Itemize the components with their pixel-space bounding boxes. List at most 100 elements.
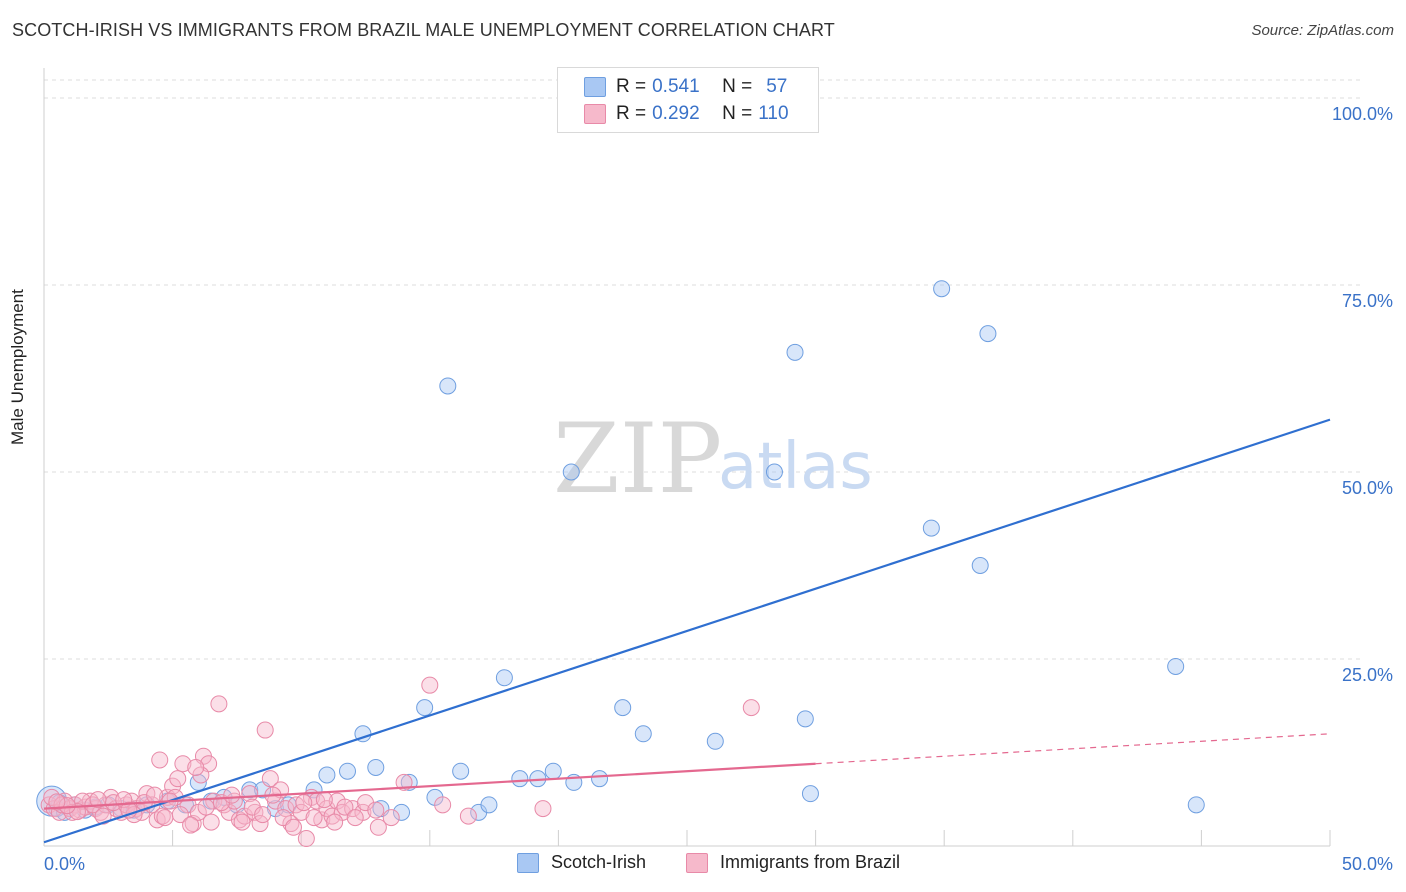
y-tick-label: 75.0% [1342,291,1393,311]
y-tick-label: 100.0% [1332,104,1393,124]
scotch-irish-point [338,762,356,780]
brazil-trend-line [43,762,816,810]
y-tick-labels: 25.0% 50.0% 75.0% 100.0% [1332,104,1393,685]
brazil-point [58,797,76,815]
brazil-point [326,813,344,831]
brazil-point [295,794,313,812]
legend-r-label: R = [616,103,647,124]
brazil-point [292,803,310,821]
x-tick-label: 50.0% [1342,854,1393,874]
legend-item-scotch-irish: Scotch-Irish [517,852,646,873]
scotch-irish-point [801,785,819,803]
legend-r-value: 0.292 [652,103,700,124]
brazil-point [434,796,452,814]
brazil-point [223,786,241,804]
brazil-point [367,801,385,819]
legend-label-brazil: Immigrants from Brazil [720,852,901,872]
brazil-point [171,806,189,824]
legend-n-label: N = [722,103,753,124]
scotch-irish-point [1167,657,1185,675]
x-tick-label: 0.0% [44,854,85,874]
brazil-point [153,807,171,825]
legend-swatch-pink [584,104,606,124]
scotch-irish-point [614,699,632,717]
series-legend: Scotch-Irish Immigrants from Brazil [0,851,1406,879]
scotch-irish-point [544,762,562,780]
brazil-point [146,786,164,804]
scotch-irish-point [1187,796,1205,814]
legend-item-brazil: Immigrants from Brazil [686,852,900,873]
brazil-point [169,770,187,788]
legend-r-value: 0.541 [652,76,700,97]
scotch-irish-point [765,463,783,481]
scotch-irish-point [786,343,804,361]
legend-r-label: R = [616,76,647,97]
legend-n-value: 110 [758,103,789,124]
brazil-point [197,798,215,816]
brazil-point [284,818,302,836]
legend-swatch-scotch-irish [517,852,539,873]
brazil-point [534,800,552,818]
scotch-irish-point [241,781,259,799]
gridlines [44,79,1364,660]
legend-row-brazil: R = 0.292 N = 110 [584,101,789,127]
watermark: ZIP atlas [553,403,873,515]
brazil-point [187,758,205,776]
brazil-point [336,798,354,816]
brazil-point [94,807,112,825]
legend-row-scotch-irish: R = 0.541 N = 57 [584,74,787,100]
brazil-point [89,791,107,809]
scotch-irish-point [452,762,470,780]
brazil-point [156,809,174,827]
axes [43,68,1331,847]
brazil-point [382,809,400,827]
brazil-point [151,751,169,769]
scotch-irish-point [634,725,652,743]
legend-n-value: 57 [766,76,788,97]
trend-lines [43,418,1331,844]
scotch-irish-point [511,770,529,788]
brazil-point [315,791,333,809]
scotch-irish-point [393,803,411,821]
correlation-legend: R = 0.541 N = 57 R = 0.292 N = 110 [557,67,819,133]
chart-title: SCOTCH-IRISH VS IMMIGRANTS FROM BRAZIL M… [12,20,835,40]
x-tick-labels: 0.0% 50.0% [44,854,1393,874]
scotch-irish-trend-line [43,418,1331,844]
source-label: Source: ZipAtlas.com [1251,22,1394,39]
brazil-point [202,813,220,831]
brazil-point [210,695,228,713]
brazil-point [233,813,251,831]
watermark-zip: ZIP [553,403,722,515]
brazil-point [256,721,274,739]
legend-swatch-blue [584,77,606,97]
scotch-irish-point [367,758,385,776]
brazil-trend-line-extension [815,733,1331,765]
brazil-point [297,830,315,848]
scotch-irish-point [933,280,951,298]
brazil-point [369,818,387,836]
brazil-point [174,755,192,773]
brazil-point [274,809,292,827]
brazil-point [742,699,760,717]
scotch-irish-point [318,766,336,784]
scotch-irish-point [796,710,814,728]
brazil-point [48,793,66,811]
scotch-irish-point [480,796,498,814]
legend-n-label: N = [722,76,753,97]
scotch-irish-point [416,699,434,717]
brazil-point [261,770,279,788]
legend-swatch-brazil [686,852,708,873]
y-tick-label: 25.0% [1342,665,1393,685]
scotch-irish-point [562,463,580,481]
scotch-irish-point [495,669,513,687]
y-tick-label: 50.0% [1342,478,1393,498]
brazil-point [182,816,200,834]
legend-label-scotch-irish: Scotch-Irish [551,852,647,872]
scotch-irish-point [971,557,989,574]
scotch-irish-point [706,732,724,750]
brazil-point [459,807,477,825]
brazil-point [254,806,272,824]
brazil-point [305,809,323,827]
watermark-atlas: atlas [718,430,873,504]
